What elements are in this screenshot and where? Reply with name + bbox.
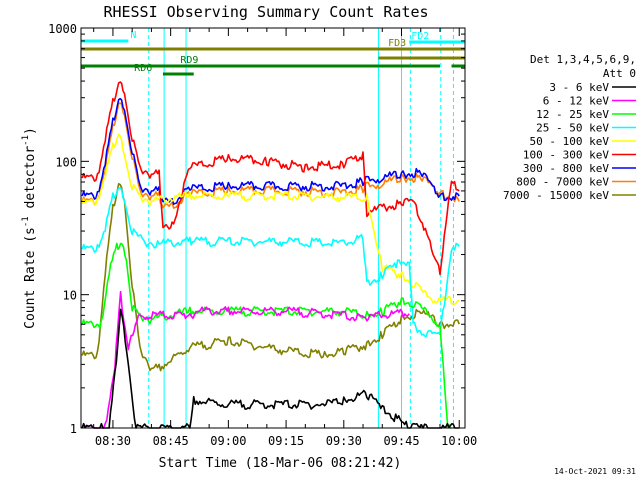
y-axis-label: Count Rate (s-1 detector-1) xyxy=(21,127,38,329)
x-tick-label: 08:45 xyxy=(153,434,189,448)
flag-bar-label: RD6 xyxy=(134,63,152,74)
y-tick-label: 100 xyxy=(55,155,77,169)
legend-header-line1: Det 1,3,4,5,6,9, xyxy=(530,53,636,66)
legend-entry-label: 6 - 12 keV xyxy=(543,95,610,108)
x-tick-label: 09:45 xyxy=(383,434,419,448)
legend-entry-label: 300 - 800 keV xyxy=(523,162,609,175)
footer-date: 14-Oct-2021 09:31 xyxy=(554,467,636,476)
x-axis-label: Start Time (18-Mar-06 08:21:42) xyxy=(159,456,402,471)
legend-entry-label: 12 - 25 keV xyxy=(536,108,609,121)
legend-entry-label: 800 - 7000 keV xyxy=(516,176,609,189)
plot-area: N FD2 FD3 RD9 RD6 xyxy=(80,28,465,429)
x-tick-label: 08:30 xyxy=(95,434,131,448)
x-tick-label: 09:00 xyxy=(210,434,246,448)
y-tick-label: 10 xyxy=(63,289,77,303)
flag-bar-label: RD9 xyxy=(180,55,198,66)
y-tick-label: 1 xyxy=(70,422,77,436)
legend-entry-label: 7000 - 15000 keV xyxy=(503,189,609,202)
legend-entry-label: 100 - 300 keV xyxy=(523,149,609,162)
flag-bar-label: FD2 xyxy=(411,31,429,42)
plot-frame xyxy=(80,27,466,429)
flag-bar-label: N xyxy=(130,30,136,41)
series-line xyxy=(81,133,460,305)
legend-entry-label: 25 - 50 keV xyxy=(536,122,609,135)
legend-entry-label: 50 - 100 keV xyxy=(530,135,610,148)
chart-title: RHESSI Observing Summary Count Rates xyxy=(103,3,428,21)
flag-bar-label: FD3 xyxy=(388,38,406,49)
series-line xyxy=(81,290,410,429)
series-line xyxy=(81,187,460,338)
legend-entry-label: 3 - 6 keV xyxy=(549,81,609,94)
series-line xyxy=(81,81,460,276)
axis-ticks: 08:30 08:45 09:00 09:15 09:30 09:45 10:00 1 10 10… xyxy=(48,22,477,448)
x-tick-label: 09:15 xyxy=(268,434,304,448)
series-line xyxy=(81,102,460,209)
series-line xyxy=(81,308,460,429)
x-tick-label: 09:30 xyxy=(326,434,362,448)
series-line xyxy=(81,183,460,372)
y-tick-label: 1000 xyxy=(48,22,77,36)
x-tick-label: 10:00 xyxy=(441,434,477,448)
series-line xyxy=(81,242,452,429)
legend-header-line2: Att 0 xyxy=(603,67,636,80)
series-line xyxy=(81,97,460,205)
